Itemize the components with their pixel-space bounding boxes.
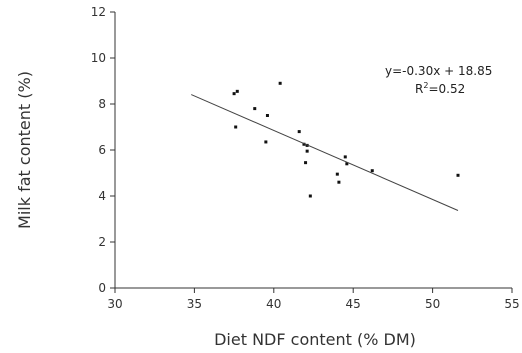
y-tick-label: 10 [91, 51, 106, 65]
data-point [297, 130, 301, 134]
data-point [335, 172, 339, 176]
x-tick-label: 40 [266, 297, 281, 311]
data-point [253, 107, 257, 111]
x-tick-label: 45 [346, 297, 361, 311]
r2-value: =0.52 [428, 82, 465, 96]
data-point [235, 89, 239, 93]
y-tick-label: 12 [91, 5, 106, 19]
y-tick-label: 2 [98, 235, 106, 249]
r2-superscript: 2 [423, 81, 428, 90]
data-point [305, 149, 309, 153]
data-point [302, 142, 306, 146]
trendline-group [191, 94, 459, 211]
y-tick-label: 0 [98, 281, 106, 295]
data-point [232, 92, 236, 96]
data-point [304, 161, 308, 165]
y-tick-label: 4 [98, 189, 106, 203]
r-squared-annotation: R2=0.52 [415, 81, 465, 96]
data-point [456, 173, 460, 177]
data-point [337, 180, 341, 184]
x-tick-label: 30 [107, 297, 122, 311]
data-point [265, 114, 269, 117]
x-tick-label: 55 [504, 297, 519, 311]
regression-equation: y=-0.30x + 18.85 [385, 64, 492, 78]
ticks: 30 35 40 45 50 55 0 2 4 6 8 10 12 [91, 5, 520, 311]
data-points [232, 81, 460, 198]
trendline [191, 94, 459, 211]
y-tick-label: 6 [98, 143, 106, 157]
x-axis-label: Diet NDF content (% DM) [214, 330, 416, 349]
y-tick-label: 8 [98, 97, 106, 111]
y-axis-label: Milk fat content (%) [15, 71, 34, 229]
data-point [234, 125, 238, 129]
r2-prefix: R [415, 82, 423, 96]
data-point [264, 140, 268, 144]
data-point [370, 169, 374, 173]
data-point [278, 81, 282, 85]
x-tick-label: 50 [425, 297, 440, 311]
data-point [345, 162, 349, 166]
data-point [343, 155, 347, 159]
axes [114, 12, 512, 289]
data-point [308, 194, 312, 198]
x-tick-label: 35 [187, 297, 202, 311]
